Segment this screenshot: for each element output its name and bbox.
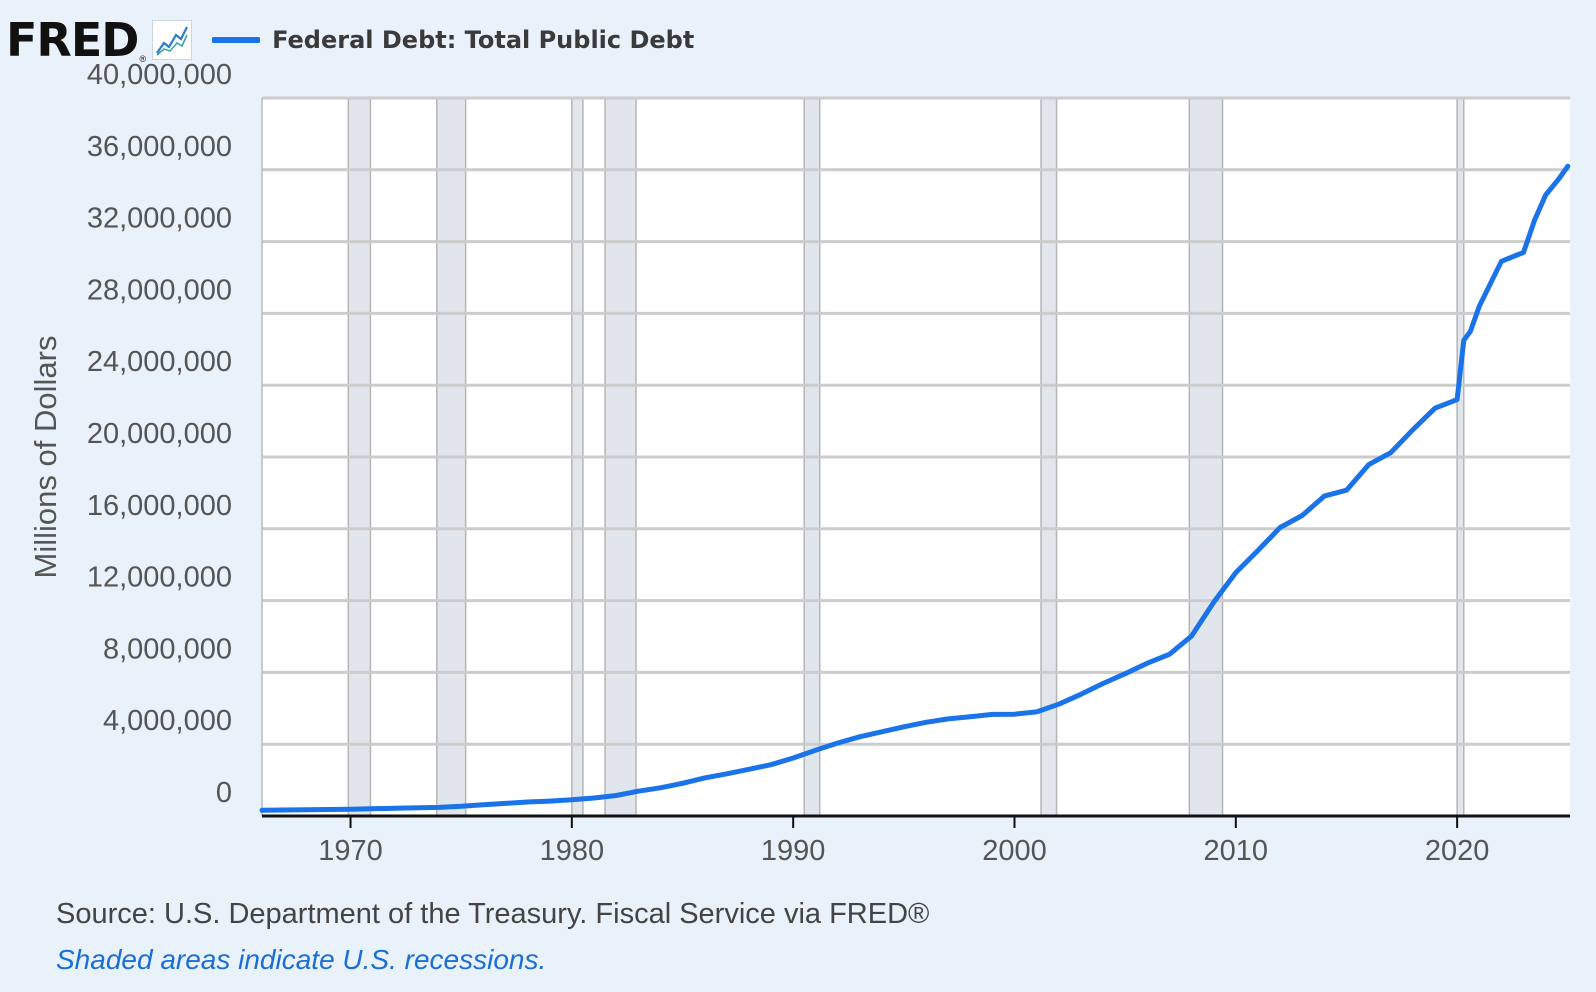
- series-line: [259, 163, 1571, 813]
- y-tick-labels: 0 4,000,000 8,000,000 12,000,000 16,000,000 2…: [87, 59, 232, 809]
- y-tick-label: 40,000,000: [87, 59, 232, 91]
- x-tick-label: 2000: [982, 835, 1047, 867]
- line-graph-icon: [152, 20, 193, 60]
- y-tick-label: 4,000,000: [103, 705, 232, 737]
- chart-header: FRED ® Federal Debt: Total Public Debt: [6, 14, 694, 66]
- y-tick-label: 32,000,000: [87, 203, 232, 235]
- x-tick-labels: 1970 1980 1990 2000 2010 2020: [318, 816, 1489, 867]
- legend-swatch: [212, 37, 261, 43]
- y-axis-title: Millions of Dollars: [28, 336, 63, 579]
- x-tick-label: 1990: [761, 835, 826, 867]
- fred-logo[interactable]: FRED: [6, 13, 139, 67]
- y-tick-label: 24,000,000: [87, 346, 232, 378]
- legend-label[interactable]: Federal Debt: Total Public Debt: [272, 26, 695, 54]
- data-series: [259, 163, 1571, 813]
- x-tick-label: 2020: [1425, 835, 1490, 867]
- x-tick-label: 1980: [540, 835, 605, 867]
- registered-mark: ®: [139, 54, 147, 64]
- recession-note[interactable]: Shaded areas indicate U.S. recessions.: [56, 944, 547, 975]
- y-tick-label: 28,000,000: [87, 274, 232, 306]
- y-tick-label: 0: [216, 777, 232, 809]
- source-note: Source: U.S. Department of the Treasury.…: [56, 898, 930, 930]
- y-tick-label: 36,000,000: [87, 131, 232, 163]
- gridlines: [262, 96, 1570, 746]
- y-tick-label: 12,000,000: [87, 562, 232, 594]
- y-tick-label: 16,000,000: [87, 490, 232, 522]
- x-tick-label: 2010: [1204, 835, 1269, 867]
- y-tick-label: 20,000,000: [87, 418, 232, 450]
- y-tick-label: 8,000,000: [103, 633, 232, 665]
- x-tick-label: 1970: [318, 835, 383, 867]
